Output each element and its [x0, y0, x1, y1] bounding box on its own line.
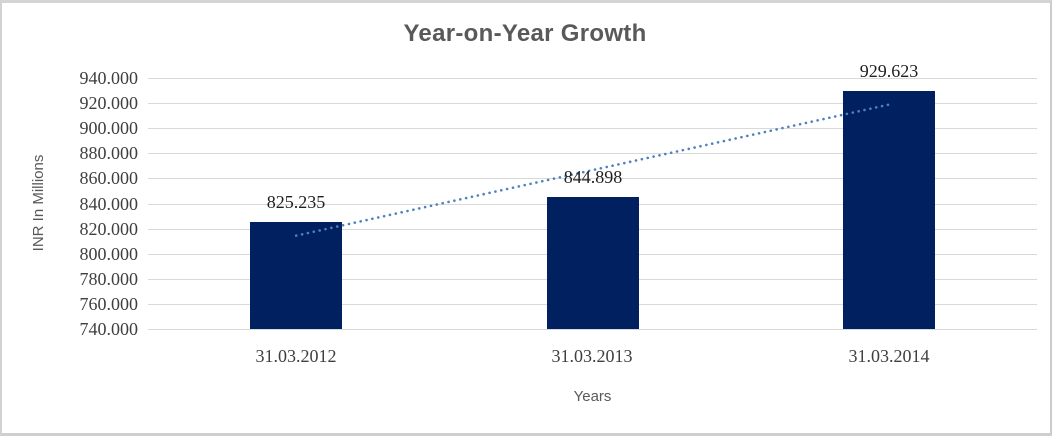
y-tick-label: 760.000 — [79, 294, 139, 314]
x-category-label: 31.03.2012 — [255, 346, 337, 366]
gridline — [148, 103, 1037, 104]
y-tick-label: 860.000 — [79, 168, 139, 188]
gridline — [148, 78, 1037, 79]
y-tick-label: 820.000 — [79, 219, 139, 239]
bar — [843, 91, 935, 329]
y-tick-label: 740.000 — [79, 319, 139, 339]
bar-data-label: 844.898 — [563, 167, 623, 187]
gridline — [148, 153, 1037, 154]
x-category-label: 31.03.2013 — [551, 346, 633, 366]
y-tick-label: 780.000 — [79, 269, 139, 289]
trendline-svg — [294, 103, 891, 237]
bar — [250, 222, 342, 329]
gridline — [148, 329, 1037, 330]
bar-data-label: 929.623 — [859, 61, 919, 81]
y-tick-label: 800.000 — [79, 244, 139, 264]
bar — [547, 197, 639, 329]
x-axis-title: Years — [573, 388, 612, 405]
chart-title: Year-on-Year Growth — [403, 20, 647, 47]
y-tick-label: 920.000 — [79, 93, 139, 113]
y-tick-label: 840.000 — [79, 194, 139, 214]
y-tick-label: 880.000 — [79, 143, 139, 163]
y-tick-label: 940.000 — [79, 68, 139, 88]
bar-data-label: 825.235 — [266, 192, 326, 212]
gridline — [148, 128, 1037, 129]
gridline — [148, 178, 1037, 179]
trendline — [294, 103, 891, 237]
x-category-label: 31.03.2014 — [848, 346, 930, 366]
y-tick-label: 900.000 — [79, 118, 139, 138]
